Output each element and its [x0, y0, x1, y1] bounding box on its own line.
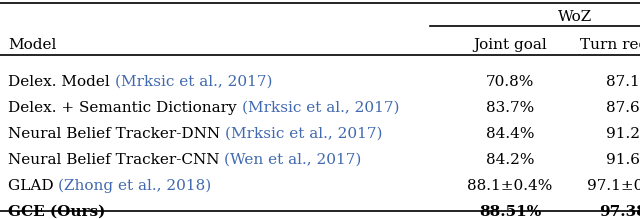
Text: 91.6%: 91.6%: [605, 153, 640, 167]
Text: 97.38%: 97.38%: [599, 205, 640, 219]
Text: Neural Belief Tracker-DNN: Neural Belief Tracker-DNN: [8, 127, 225, 141]
Text: 87.6%: 87.6%: [606, 101, 640, 115]
Text: Turn request: Turn request: [579, 38, 640, 52]
Text: 91.2%: 91.2%: [605, 127, 640, 141]
Text: 84.4%: 84.4%: [486, 127, 534, 141]
Text: WoZ: WoZ: [558, 10, 592, 24]
Text: (Zhong et al., 2018): (Zhong et al., 2018): [58, 179, 212, 193]
Text: Delex. + Semantic Dictionary: Delex. + Semantic Dictionary: [8, 101, 241, 115]
Text: 97.1±0.2%: 97.1±0.2%: [588, 179, 640, 193]
Text: 83.7%: 83.7%: [486, 101, 534, 115]
Text: (Mrksic et al., 2017): (Mrksic et al., 2017): [225, 127, 383, 141]
Text: Neural Belief Tracker-CNN: Neural Belief Tracker-CNN: [8, 153, 225, 167]
Text: Model: Model: [8, 38, 56, 52]
Text: Delex. Model: Delex. Model: [8, 75, 115, 89]
Text: (Wen et al., 2017): (Wen et al., 2017): [225, 153, 362, 167]
Text: (Mrksic et al., 2017): (Mrksic et al., 2017): [115, 75, 272, 89]
Text: GLAD: GLAD: [8, 179, 58, 193]
Text: GCE (Ours): GCE (Ours): [8, 205, 106, 219]
Text: (Mrksic et al., 2017): (Mrksic et al., 2017): [241, 101, 399, 115]
Text: 84.2%: 84.2%: [486, 153, 534, 167]
Text: 88.1±0.4%: 88.1±0.4%: [467, 179, 553, 193]
Text: 87.1%: 87.1%: [606, 75, 640, 89]
Text: 70.8%: 70.8%: [486, 75, 534, 89]
Text: Joint goal: Joint goal: [473, 38, 547, 52]
Text: 88.51%: 88.51%: [479, 205, 541, 219]
